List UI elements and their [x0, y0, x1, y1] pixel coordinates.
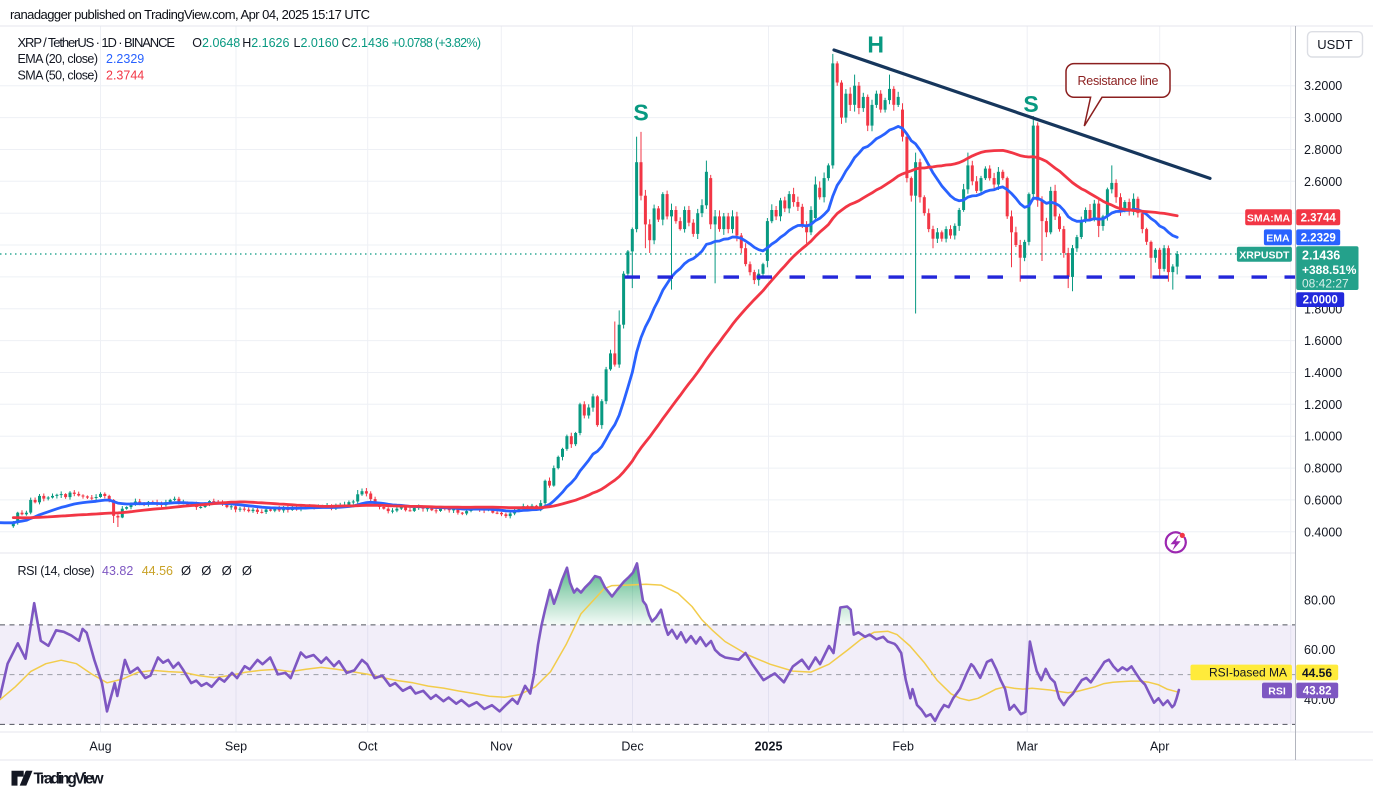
- svg-text:Resistance line: Resistance line: [1078, 74, 1159, 88]
- svg-text:Apr: Apr: [1150, 740, 1169, 754]
- svg-text:44.56: 44.56: [1302, 666, 1332, 680]
- svg-text:Ø: Ø: [181, 563, 191, 578]
- svg-text:1.0000: 1.0000: [1304, 430, 1342, 444]
- svg-text:S: S: [633, 100, 648, 126]
- svg-text:RSI-based MA: RSI-based MA: [1209, 666, 1287, 680]
- svg-text:2025: 2025: [755, 740, 783, 754]
- svg-text:3.2000: 3.2000: [1304, 79, 1342, 93]
- svg-text:0.4000: 0.4000: [1304, 525, 1342, 539]
- svg-text:+0.0788 (+3.82%): +0.0788 (+3.82%): [392, 36, 482, 50]
- svg-text:EMA (20, close): EMA (20, close): [18, 52, 99, 66]
- svg-text:ranadagger published on Tradin: ranadagger published on TradingView.com,…: [10, 7, 370, 22]
- svg-text:TradingView: TradingView: [34, 771, 105, 788]
- svg-text:SMA (50, close): SMA (50, close): [18, 69, 99, 83]
- svg-text:Ø: Ø: [222, 563, 232, 578]
- svg-text:3.0000: 3.0000: [1304, 111, 1342, 125]
- svg-text:XRPUSDT: XRPUSDT: [1239, 249, 1290, 261]
- svg-text:C2.1436: C2.1436: [342, 36, 389, 50]
- svg-text:RSI: RSI: [1268, 686, 1286, 698]
- svg-text:Ø: Ø: [242, 563, 252, 578]
- svg-text:Aug: Aug: [89, 740, 111, 754]
- svg-text:L2.0160: L2.0160: [294, 36, 339, 50]
- svg-text:2.0000: 2.0000: [1303, 295, 1338, 307]
- svg-text:0.6000: 0.6000: [1304, 493, 1342, 507]
- svg-text:08:42:27: 08:42:27: [1302, 277, 1349, 291]
- svg-text:EMA: EMA: [1266, 232, 1290, 244]
- svg-text:O2.0648: O2.0648: [192, 36, 240, 50]
- svg-text:Ø: Ø: [201, 563, 211, 578]
- svg-text:SMA:MA: SMA:MA: [1247, 212, 1291, 224]
- svg-text:Oct: Oct: [358, 740, 378, 754]
- svg-text:2.2329: 2.2329: [106, 52, 144, 66]
- svg-text:2.8000: 2.8000: [1304, 143, 1342, 157]
- svg-text:44.56: 44.56: [142, 564, 173, 578]
- svg-text:1.2000: 1.2000: [1304, 398, 1342, 412]
- svg-text:2.1436: 2.1436: [1302, 249, 1340, 263]
- svg-text:Nov: Nov: [490, 740, 513, 754]
- svg-text:Feb: Feb: [892, 740, 914, 754]
- svg-text:S: S: [1023, 91, 1038, 117]
- svg-text:43.82: 43.82: [1303, 686, 1332, 698]
- svg-text:2.3744: 2.3744: [106, 69, 144, 83]
- svg-text:XRP / TetherUS · 1D · BINANCE: XRP / TetherUS · 1D · BINANCE: [18, 35, 176, 50]
- svg-text:Sep: Sep: [225, 740, 247, 754]
- svg-text:80.00: 80.00: [1304, 594, 1335, 608]
- svg-text:43.82: 43.82: [102, 564, 133, 578]
- svg-text:2.2329: 2.2329: [1301, 232, 1336, 244]
- svg-text:2.3744: 2.3744: [1301, 212, 1337, 224]
- svg-text:0.8000: 0.8000: [1304, 462, 1342, 476]
- svg-text:Dec: Dec: [621, 740, 643, 754]
- svg-text:H: H: [867, 32, 884, 58]
- svg-text:+388.51%: +388.51%: [1302, 263, 1357, 277]
- svg-text:1.4000: 1.4000: [1304, 366, 1342, 380]
- svg-text:USDT: USDT: [1317, 37, 1352, 52]
- svg-text:60.00: 60.00: [1304, 643, 1335, 657]
- svg-text:1.6000: 1.6000: [1304, 334, 1342, 348]
- svg-text:RSI (14, close): RSI (14, close): [18, 564, 95, 578]
- svg-text:Mar: Mar: [1016, 740, 1038, 754]
- svg-text:2.6000: 2.6000: [1304, 175, 1342, 189]
- svg-text:H2.1626: H2.1626: [242, 36, 289, 50]
